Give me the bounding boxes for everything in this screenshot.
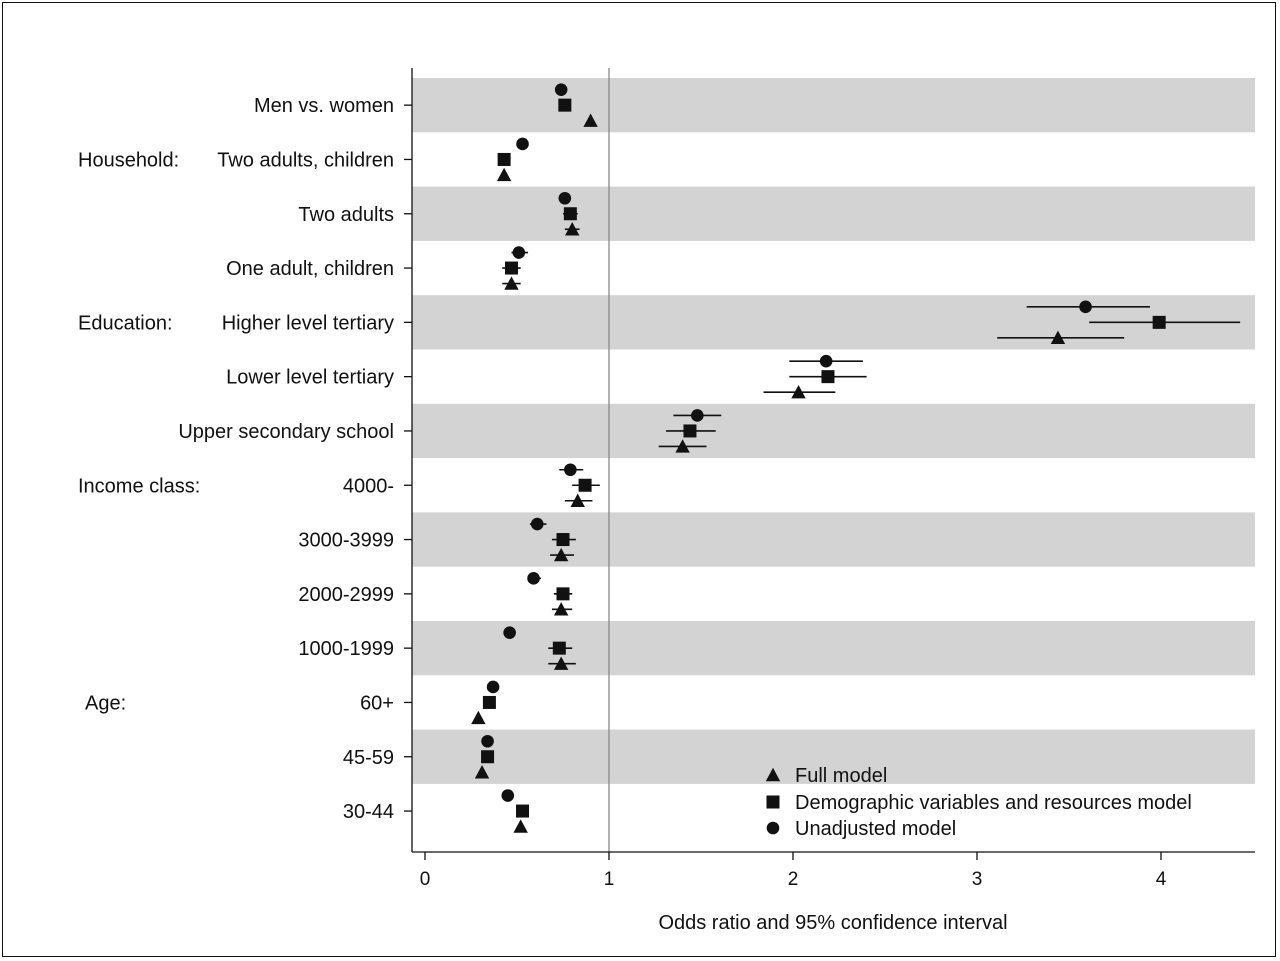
point-demographic: [821, 370, 835, 384]
legend-label: Demographic variables and resources mode…: [795, 792, 1192, 814]
point-unadjusted: [564, 463, 577, 477]
row-label: Higher level tertiary: [222, 312, 394, 334]
legend-label: Unadjusted model: [795, 818, 956, 840]
row-label: Two adults, children: [217, 149, 394, 171]
point-unadjusted: [691, 409, 704, 422]
point-unadjusted: [1079, 300, 1092, 314]
row-label: 4000-: [343, 475, 394, 497]
group-label: Income class:: [78, 475, 200, 497]
point-unadjusted: [527, 572, 540, 585]
x-tick-label: 4: [1156, 869, 1167, 890]
point-demographic: [516, 804, 530, 818]
group-label: Household:: [78, 149, 179, 171]
point-unadjusted: [554, 83, 568, 96]
x-tick-label: 0: [420, 869, 431, 890]
x-tick-label: 3: [972, 869, 983, 890]
point-full: [553, 656, 569, 670]
point-demographic: [556, 533, 570, 547]
point-full: [474, 765, 490, 779]
point-demographic: [563, 207, 577, 221]
row-shade: [412, 186, 1255, 241]
x-tick-label: 2: [788, 869, 799, 890]
point-full: [565, 222, 580, 236]
point-unadjusted: [486, 680, 500, 694]
row-shade: [412, 403, 1255, 459]
row-label: Lower level tertiary: [226, 367, 394, 389]
point-demographic: [552, 641, 566, 655]
point-full: [471, 710, 486, 725]
row-label: Upper secondary school: [178, 421, 394, 443]
point-demographic: [556, 587, 570, 601]
point-unadjusted: [512, 246, 526, 259]
x-axis-title: Odds ratio and 95% confidence interval: [658, 912, 1007, 934]
legend-marker-circle: [766, 821, 780, 835]
legend-marker-square: [766, 795, 780, 809]
point-full: [1050, 330, 1066, 345]
point-full: [513, 819, 528, 833]
legend-marker-triangle: [765, 767, 781, 782]
row-label: 60+: [360, 692, 394, 714]
row-label: 1000-1999: [298, 638, 394, 660]
row-label: One adult, children: [226, 258, 394, 280]
point-full: [570, 493, 585, 507]
row-label: 30-44: [343, 801, 394, 823]
point-demographic: [558, 98, 572, 112]
row-label: 3000-3999: [298, 530, 394, 552]
group-label: Age:: [85, 692, 126, 714]
point-full: [791, 384, 806, 399]
row-shade: [412, 78, 1255, 133]
point-demographic: [481, 750, 495, 764]
row-label: Men vs. women: [254, 95, 394, 117]
point-full: [496, 167, 512, 182]
point-demographic: [497, 152, 511, 166]
point-unadjusted: [501, 789, 515, 802]
point-full: [675, 439, 690, 453]
point-unadjusted: [819, 354, 833, 368]
point-unadjusted: [558, 191, 572, 205]
point-full: [553, 547, 569, 562]
point-demographic: [1152, 315, 1166, 329]
row-label: 2000-2999: [298, 584, 394, 606]
point-full: [504, 276, 519, 290]
point-unadjusted: [516, 137, 529, 151]
point-demographic: [683, 424, 697, 438]
row-shade: [412, 729, 1255, 784]
row-label: Two adults: [298, 204, 394, 226]
point-demographic: [482, 695, 496, 709]
point-demographic: [578, 478, 592, 492]
point-unadjusted: [481, 734, 494, 748]
point-full: [583, 113, 598, 127]
point-full: [553, 602, 569, 616]
point-unadjusted: [503, 626, 516, 639]
row-shade: [412, 621, 1255, 676]
group-label: Education:: [78, 312, 173, 334]
legend-label: Full model: [795, 765, 887, 787]
x-tick-label: 1: [604, 869, 615, 890]
point-demographic: [504, 261, 518, 275]
row-label: 45-59: [343, 747, 394, 769]
point-unadjusted: [530, 517, 544, 531]
